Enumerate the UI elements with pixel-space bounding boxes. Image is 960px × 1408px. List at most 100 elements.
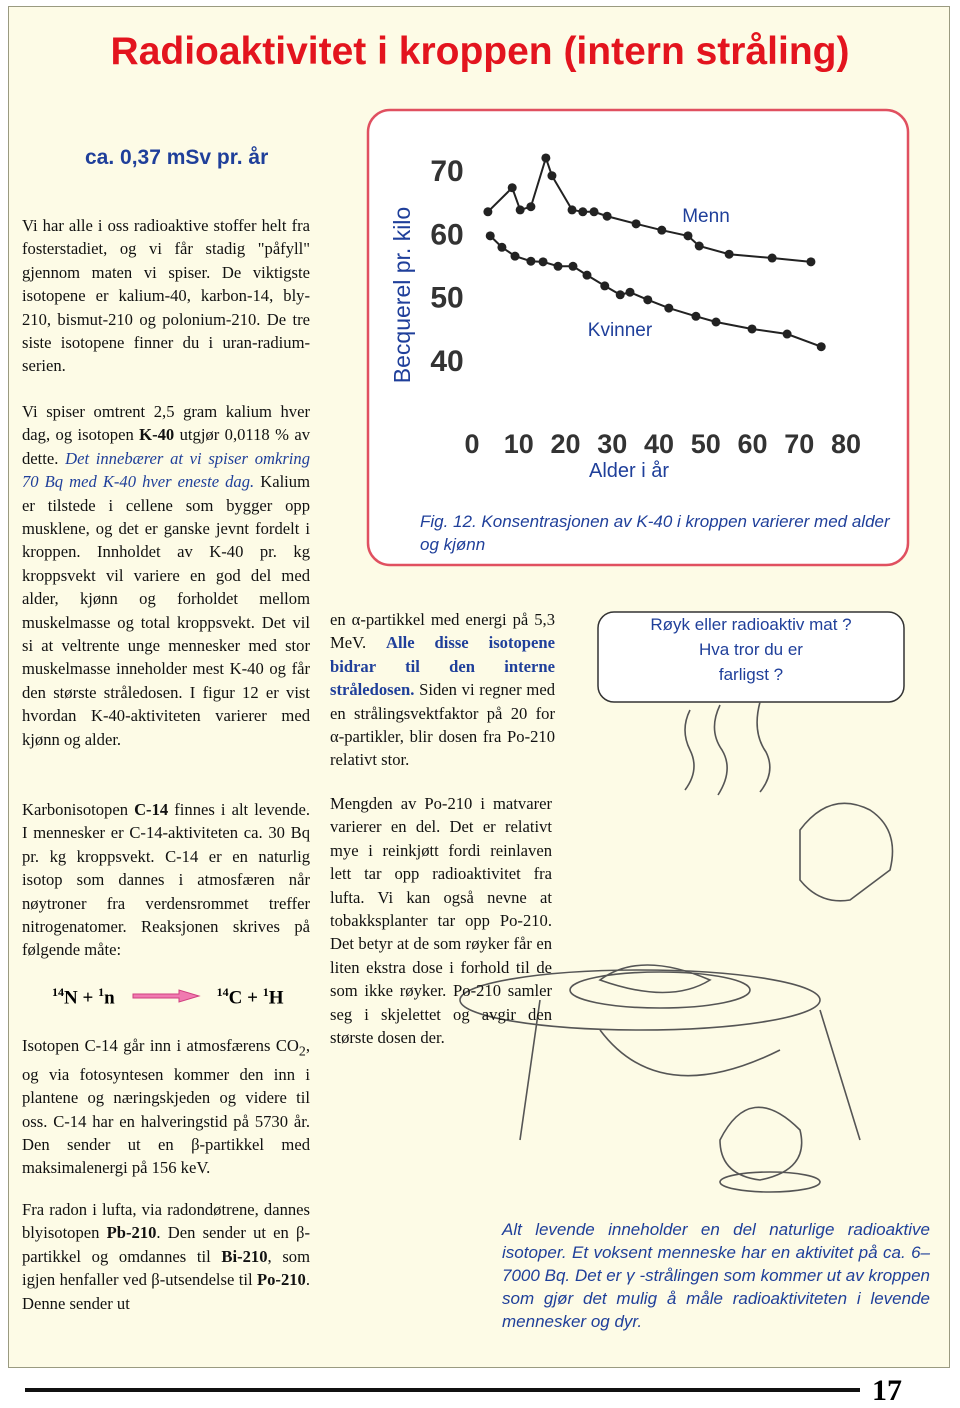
subtitle: ca. 0,37 mSv pr. år — [85, 146, 269, 169]
text: , som igjen henfaller ved β-utsendelse t… — [22, 1246, 311, 1290]
title: Radioaktivitet i kroppen (intern strålin… — [110, 30, 850, 73]
point — [631, 219, 641, 229]
text: Kalium er tilstede i cellene som bygger … — [22, 472, 310, 749]
point — [497, 242, 507, 252]
x-tick-label: 40 — [644, 429, 674, 459]
point — [553, 261, 563, 271]
y-tick-label: 50 — [430, 282, 463, 315]
text: , og via fotosyntesen kommer den inn i p… — [22, 1036, 310, 1178]
eq-part: 14 — [216, 985, 229, 999]
point — [782, 329, 792, 339]
eq-part: H — [268, 987, 284, 1009]
paragraph: Fra radon i lufta, via radondøtrene, dan… — [22, 1198, 310, 1315]
point — [541, 153, 551, 163]
x-tick-label: 0 — [464, 429, 479, 459]
text-highlight: Alle disse isotopene bidrar til den inte… — [330, 633, 555, 700]
eq-part: 1 — [98, 985, 105, 999]
point — [547, 171, 557, 181]
point — [625, 287, 635, 297]
x-axis-label: Alder i år — [589, 460, 669, 482]
text-highlight: Det innebærer at vi spiser omkring 70 Bq… — [22, 448, 311, 492]
text: Vi spiser omtrent 2,5 gram kalium hver d… — [22, 402, 310, 445]
point — [538, 257, 548, 267]
text-bold: K-40 — [139, 425, 175, 445]
figure-frame — [366, 108, 910, 567]
point — [691, 311, 701, 321]
text: en α-partikkel med energi på 5,3 MeV. — [330, 610, 555, 653]
paragraph: Karbonisotopen C-14 finnes i alt levende… — [22, 798, 310, 962]
point — [747, 324, 757, 334]
point — [602, 211, 612, 221]
point — [485, 231, 495, 241]
point — [507, 183, 517, 193]
text: . Denne sender ut — [22, 1270, 310, 1313]
text-bold: Po-210 — [256, 1270, 306, 1290]
y-axis-label: Becquerel pr. kilo — [389, 207, 415, 383]
point — [711, 317, 721, 327]
point — [578, 207, 588, 217]
bubble-line: Røyk eller radioaktiv mat ? — [650, 615, 852, 634]
point — [664, 303, 674, 313]
point — [510, 251, 520, 261]
arrow — [132, 989, 201, 1004]
chart: Becquerel pr. kilo Alder i år 40 50 60 70 0 1… — [389, 153, 861, 482]
x-tick-label: 80 — [831, 429, 861, 459]
point — [767, 253, 777, 263]
x-tick-label: 50 — [691, 429, 721, 459]
x-tick-label: 70 — [784, 429, 814, 459]
point — [526, 256, 536, 266]
page-number: 17 — [872, 1374, 902, 1407]
bubble-text: Røyk eller radioaktiv mat ? Hva tror du e… — [598, 612, 904, 687]
eq-part: 14 — [52, 985, 64, 999]
point — [515, 205, 525, 215]
text-bold: Bi-210 — [221, 1246, 268, 1266]
point — [567, 205, 577, 215]
x-tick-label: 10 — [504, 429, 534, 459]
figure-caption: Fig. 12. Konsentrasjonen av K-40 i kropp… — [420, 512, 890, 554]
series-label: Kvinner — [588, 320, 653, 341]
bubble-line: Hva tror du er — [699, 640, 803, 659]
y-tick-label: 70 — [430, 155, 463, 188]
paragraph: Isotopen C-14 går inn i atmosfærens CO2,… — [22, 1034, 310, 1180]
point — [589, 207, 599, 217]
point — [806, 257, 816, 267]
point — [683, 231, 693, 241]
y-tick-label: 60 — [430, 218, 463, 251]
text-bold: Pb-210 — [106, 1223, 157, 1243]
eq-part: C + — [228, 987, 263, 1009]
point — [694, 241, 704, 251]
y-tick-label: 40 — [430, 345, 463, 378]
text: 2 — [298, 1043, 306, 1059]
point — [615, 290, 625, 300]
paragraph: Vi spiser omtrent 2,5 gram kalium hver d… — [22, 400, 310, 751]
paragraph: en α-partikkel med energi på 5,3 MeV. Al… — [330, 608, 555, 772]
point — [816, 342, 826, 352]
text: Isotopen C-14 går inn i atmosfærens CO — [22, 1036, 299, 1055]
point — [582, 270, 592, 280]
cartoon — [459, 701, 894, 1193]
eq-part: n — [104, 987, 115, 1009]
series-label: Menn — [682, 206, 730, 227]
paragraph: Mengden av Po-210 i matvarer varierer en… — [330, 794, 552, 1048]
point — [724, 249, 734, 259]
x-tick-label: 60 — [737, 429, 767, 459]
text: finnes i alt levende. I mennesker er C-1… — [22, 800, 310, 960]
paragraph: Vi har alle i oss radioaktive stoffer he… — [22, 216, 310, 376]
eq-part: N + — [64, 987, 99, 1009]
speech-bubble — [597, 611, 905, 703]
point — [643, 295, 653, 305]
note: Alt levende inneholder en del naturlige … — [502, 1220, 930, 1331]
x-tick-label: 20 — [550, 429, 580, 459]
equation: 14N + 1n 14C + 1H — [52, 985, 283, 1009]
point — [568, 261, 578, 271]
point — [526, 202, 536, 212]
text: utgjør 0,0118 % av dette. — [22, 425, 310, 468]
text: Fra radon i lufta, via radondøtrene, dan… — [22, 1200, 310, 1243]
bubble-line: farligst ? — [718, 665, 784, 684]
text: Karbonisotopen — [22, 800, 135, 819]
text: . Den sender ut en β-partikkel og omdann… — [22, 1223, 310, 1266]
x-tick-label: 30 — [597, 429, 627, 459]
point — [483, 207, 493, 217]
point — [657, 225, 667, 235]
